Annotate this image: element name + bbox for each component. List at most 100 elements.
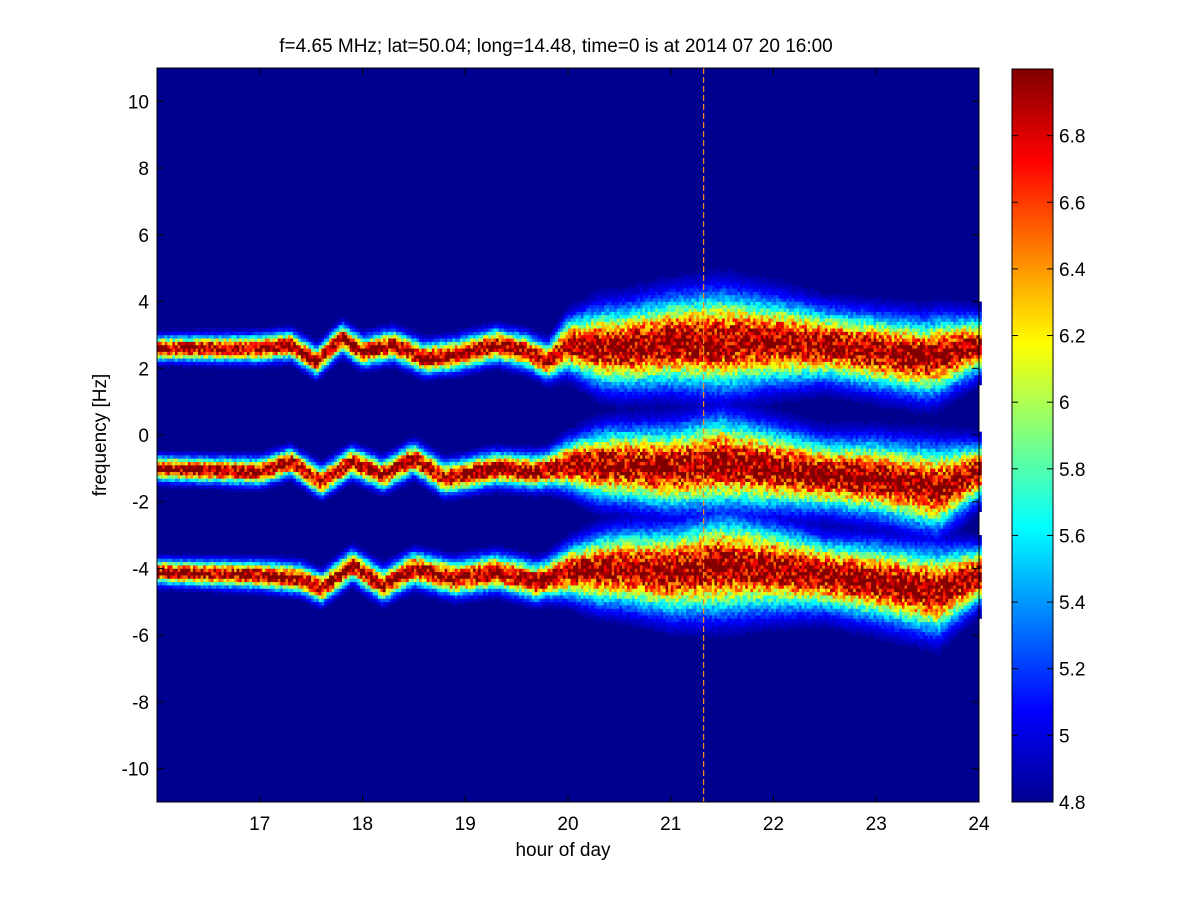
heatmap-cell: [427, 342, 430, 346]
heatmap-cell: [452, 355, 455, 359]
heatmap-cell: [280, 358, 283, 362]
heatmap-cell: [309, 348, 312, 352]
heatmap-cell: [452, 375, 455, 379]
heatmap-cell: [288, 468, 291, 472]
heatmap-cell: [363, 348, 366, 352]
heatmap-cell: [280, 585, 283, 589]
heatmap-cell: [352, 575, 355, 579]
heatmap-cell: [416, 352, 419, 356]
heatmap-cell: [257, 478, 260, 482]
heatmap-cell: [314, 588, 317, 592]
heatmap-cell: [345, 485, 348, 489]
heatmap-cell: [278, 585, 281, 589]
heatmap-cell: [483, 452, 486, 456]
heatmap-cell: [388, 575, 391, 579]
heatmap-cell: [452, 452, 455, 456]
heatmap-cell: [321, 338, 324, 342]
heatmap-cell: [398, 592, 401, 596]
heatmap-cell: [401, 342, 404, 346]
heatmap-cell: [383, 365, 386, 369]
heatmap-cell: [208, 335, 211, 339]
heatmap-cell: [298, 588, 301, 592]
heatmap-cell: [391, 325, 394, 329]
heatmap-cell: [393, 352, 396, 356]
heatmap-cell: [350, 472, 353, 476]
heatmap-cell: [391, 482, 394, 486]
heatmap-cell: [422, 362, 425, 366]
heatmap-cell: [473, 332, 476, 336]
heatmap-cell: [267, 335, 270, 339]
heatmap-cell: [380, 565, 383, 569]
heatmap-cell: [455, 578, 458, 582]
heatmap-cell: [170, 338, 173, 342]
heatmap-cell: [424, 372, 427, 376]
heatmap-cell: [260, 588, 263, 592]
heatmap-cell: [347, 582, 350, 586]
heatmap-cell: [409, 548, 412, 552]
heatmap-cell: [476, 575, 479, 579]
heatmap-cell: [396, 355, 399, 359]
heatmap-cell: [288, 595, 291, 599]
heatmap-cell: [393, 558, 396, 562]
heatmap-cell: [414, 545, 417, 549]
heatmap-cell: [378, 595, 381, 599]
heatmap-cell: [363, 462, 366, 466]
heatmap-cell: [406, 442, 409, 446]
heatmap-cell: [301, 368, 304, 372]
heatmap-cell: [437, 595, 440, 599]
heatmap-cell: [427, 552, 430, 556]
heatmap-cell: [321, 335, 324, 339]
heatmap-cell: [360, 588, 363, 592]
heatmap-cell: [247, 482, 250, 486]
heatmap-cell: [360, 485, 363, 489]
heatmap-cell: [316, 495, 319, 499]
heatmap-cell: [432, 592, 435, 596]
heatmap-cell: [303, 358, 306, 362]
heatmap-cell: [162, 475, 165, 479]
heatmap-cell: [196, 338, 199, 342]
heatmap-cell: [486, 578, 489, 582]
heatmap-cell: [257, 482, 260, 486]
heatmap-cell: [347, 465, 350, 469]
heatmap-cell: [429, 485, 432, 489]
heatmap-cell: [437, 548, 440, 552]
heatmap-cell: [275, 472, 278, 476]
heatmap-cell: [165, 482, 168, 486]
heatmap-cell: [339, 342, 342, 346]
heatmap-cell: [211, 585, 214, 589]
heatmap-cell: [375, 478, 378, 482]
heatmap-cell: [445, 565, 448, 569]
heatmap-cell: [458, 585, 461, 589]
heatmap-cell: [303, 575, 306, 579]
heatmap-cell: [229, 582, 232, 586]
heatmap-cell: [450, 562, 453, 566]
heatmap-cell: [337, 485, 340, 489]
heatmap-cell: [342, 582, 345, 586]
heatmap-cell: [414, 335, 417, 339]
heatmap-cell: [473, 572, 476, 576]
heatmap-cell: [291, 342, 294, 346]
heatmap-cell: [296, 448, 299, 452]
heatmap-cell: [434, 345, 437, 349]
heatmap-cell: [226, 452, 229, 456]
heatmap-cell: [473, 358, 476, 362]
heatmap-cell: [270, 348, 273, 352]
heatmap-cell: [398, 485, 401, 489]
heatmap-cell: [370, 562, 373, 566]
heatmap-cell: [249, 478, 252, 482]
heatmap-cell: [486, 562, 489, 566]
heatmap-cell: [280, 588, 283, 592]
heatmap-cell: [342, 565, 345, 569]
heatmap-cell: [244, 585, 247, 589]
heatmap-cell: [347, 325, 350, 329]
heatmap-cell: [437, 375, 440, 379]
heatmap-cell: [370, 448, 373, 452]
heatmap-cell: [355, 328, 358, 332]
heatmap-cell: [481, 355, 484, 359]
heatmap-cell: [275, 352, 278, 356]
heatmap-cell: [229, 555, 232, 559]
heatmap-cell: [383, 488, 386, 492]
heatmap-cell: [249, 582, 252, 586]
heatmap-cell: [188, 345, 191, 349]
heatmap-cell: [329, 465, 332, 469]
